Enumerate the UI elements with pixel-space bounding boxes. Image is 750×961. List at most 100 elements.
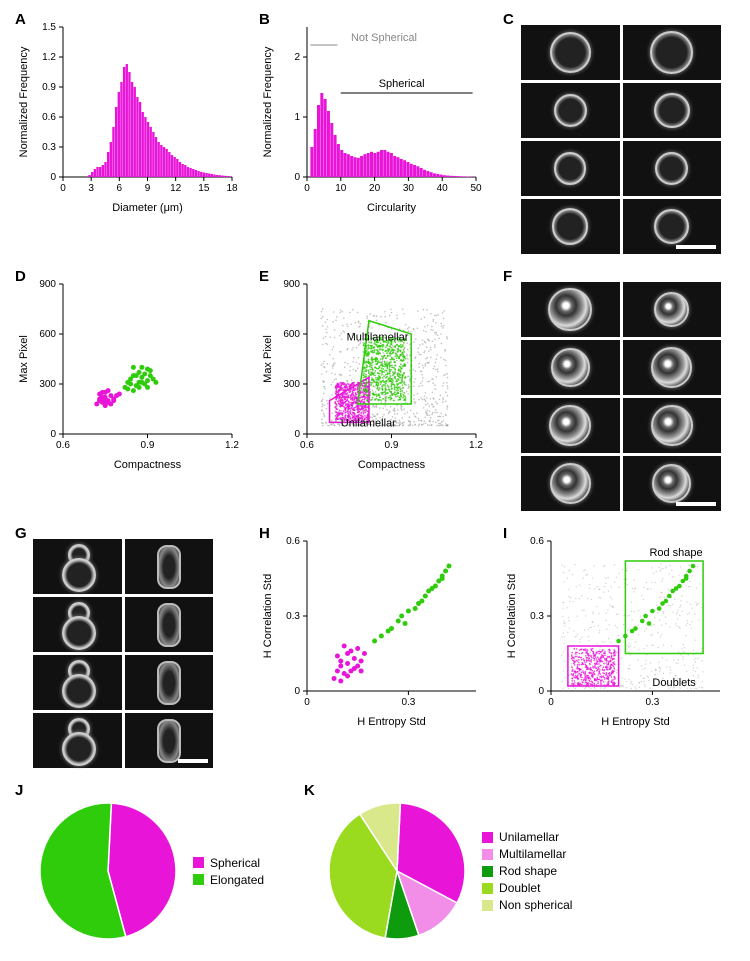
panel-i-label: I	[503, 525, 507, 542]
panel-f-images	[521, 282, 721, 511]
svg-text:15: 15	[198, 183, 210, 194]
panel-i: I 00.300.30.6H Entropy StdH Correlation …	[503, 529, 735, 768]
svg-text:2: 2	[294, 52, 300, 63]
svg-text:Diameter (μm): Diameter (μm)	[112, 202, 183, 214]
svg-text:Compactness: Compactness	[114, 459, 182, 471]
panel-b: B 01020304050012CircularityNormalized Fr…	[259, 15, 491, 254]
panel-a-chart: 0 3 6 9 12 15 18 0 0.3 0.6 0.9 1.2 1.5 Diameter (μm) N…	[15, 15, 240, 215]
svg-text:H Entropy Std: H Entropy Std	[357, 716, 425, 728]
svg-text:40: 40	[437, 183, 449, 194]
panel-h-label: H	[259, 525, 270, 542]
svg-text:Compactness: Compactness	[358, 459, 426, 471]
panel-j-pie	[33, 796, 183, 946]
svg-text:900: 900	[283, 279, 300, 290]
svg-text:Circularity: Circularity	[367, 202, 416, 214]
panel-g-label: G	[15, 525, 27, 542]
panel-k-pie	[322, 796, 472, 946]
svg-text:Not Spherical: Not Spherical	[351, 32, 417, 44]
svg-text:0.6: 0.6	[42, 112, 56, 123]
svg-text:50: 50	[470, 183, 482, 194]
svg-text:0: 0	[50, 172, 56, 183]
svg-text:600: 600	[283, 329, 300, 340]
svg-text:0.3: 0.3	[286, 611, 300, 622]
svg-text:1: 1	[294, 112, 300, 123]
svg-text:9: 9	[145, 183, 151, 194]
panel-e: E 0.60.91.20300600900CompactnessMax Pixe…	[259, 272, 491, 511]
svg-text:300: 300	[39, 379, 56, 390]
panel-c: C	[503, 15, 735, 254]
panel-k-legend: UnilamellarMultilamellarRod shapeDoublet…	[482, 827, 572, 915]
svg-text:Normalized Frequency: Normalized Frequency	[18, 46, 30, 157]
svg-text:6: 6	[117, 183, 123, 194]
panel-d: D 0.60.91.20300600900CompactnessMax Pixe…	[15, 272, 247, 511]
panel-a-label: A	[15, 11, 26, 28]
svg-text:H Entropy Std: H Entropy Std	[601, 716, 669, 728]
svg-text:Rod shape: Rod shape	[649, 547, 702, 559]
panel-c-images	[521, 25, 721, 254]
svg-text:0: 0	[60, 183, 66, 194]
svg-text:0.9: 0.9	[42, 82, 56, 93]
panel-j: J SphericalElongated	[15, 786, 264, 946]
panel-i-chart: 0 0.3 0 0.3 0.6 H Entropy Std H Correlation St…	[503, 529, 728, 729]
panel-b-chart: 0 10 20 30 40 50 0 1 2 Circularity Normalized Freq…	[259, 15, 484, 215]
svg-text:0: 0	[304, 183, 310, 194]
panel-b-label: B	[259, 11, 270, 28]
svg-text:30: 30	[403, 183, 415, 194]
panel-e-label: E	[259, 268, 269, 285]
svg-text:18: 18	[226, 183, 238, 194]
svg-text:0: 0	[294, 172, 300, 183]
panel-a: A 036912151800.30.60.91.21.5Diameter (μm…	[15, 15, 247, 254]
svg-text:0.3: 0.3	[42, 142, 56, 153]
svg-text:Normalized Frequency: Normalized Frequency	[262, 46, 274, 157]
panel-j-legend: SphericalElongated	[193, 853, 264, 890]
panel-f: F	[503, 272, 735, 511]
panel-c-label: C	[503, 11, 514, 28]
svg-text:Max Pixel: Max Pixel	[262, 335, 274, 383]
svg-text:Multilamellar: Multilamellar	[347, 332, 409, 344]
panel-d-chart: 0.6 0.9 1.2 0 300 600 900 Compactness Max Pixel	[15, 272, 240, 472]
svg-text:900: 900	[39, 279, 56, 290]
panel-g-images	[33, 539, 213, 768]
svg-text:1.2: 1.2	[469, 440, 483, 451]
panel-h: H 00.300.30.6H Entropy StdH Correlation …	[259, 529, 491, 768]
svg-text:1.2: 1.2	[225, 440, 239, 451]
panel-d-label: D	[15, 268, 26, 285]
svg-text:0: 0	[538, 686, 544, 697]
svg-text:0.9: 0.9	[385, 440, 399, 451]
svg-text:0.9: 0.9	[141, 440, 155, 451]
svg-text:H Correlation Std: H Correlation Std	[506, 574, 518, 658]
svg-text:12: 12	[170, 183, 182, 194]
svg-text:0: 0	[294, 686, 300, 697]
svg-text:1.5: 1.5	[42, 22, 56, 33]
svg-text:3: 3	[88, 183, 94, 194]
svg-text:0: 0	[548, 697, 554, 708]
panel-h-chart: 0 0.3 0 0.3 0.6 H Entropy Std H Correlation St…	[259, 529, 484, 729]
svg-text:0.3: 0.3	[401, 697, 415, 708]
panel-k-label: K	[304, 782, 315, 799]
svg-text:0.6: 0.6	[286, 536, 300, 547]
figure-grid: A 036912151800.30.60.91.21.5Diameter (μm…	[15, 15, 735, 946]
svg-text:0.3: 0.3	[530, 611, 544, 622]
panel-k: K UnilamellarMultilamellarRod shapeDoubl…	[304, 786, 572, 946]
svg-text:10: 10	[335, 183, 347, 194]
svg-text:Spherical: Spherical	[379, 78, 425, 90]
svg-text:0.6: 0.6	[300, 440, 314, 451]
svg-text:0: 0	[294, 429, 300, 440]
svg-text:0: 0	[304, 697, 310, 708]
svg-text:0: 0	[50, 429, 56, 440]
svg-text:Max Pixel: Max Pixel	[18, 335, 30, 383]
svg-text:Doublets: Doublets	[652, 677, 696, 689]
panel-j-label: J	[15, 782, 23, 799]
svg-text:0.6: 0.6	[530, 536, 544, 547]
panel-g: G	[15, 529, 247, 768]
svg-text:600: 600	[39, 329, 56, 340]
svg-text:Unilamellar: Unilamellar	[341, 418, 396, 430]
panel-f-label: F	[503, 268, 512, 285]
svg-text:20: 20	[369, 183, 381, 194]
svg-text:300: 300	[283, 379, 300, 390]
svg-text:0.3: 0.3	[645, 697, 659, 708]
svg-text:H Correlation Std: H Correlation Std	[262, 574, 274, 658]
svg-text:1.2: 1.2	[42, 52, 56, 63]
svg-text:0.6: 0.6	[56, 440, 70, 451]
panel-e-chart: 0.6 0.9 1.2 0 300 600 900 Compactness Max Pixel M…	[259, 272, 484, 472]
